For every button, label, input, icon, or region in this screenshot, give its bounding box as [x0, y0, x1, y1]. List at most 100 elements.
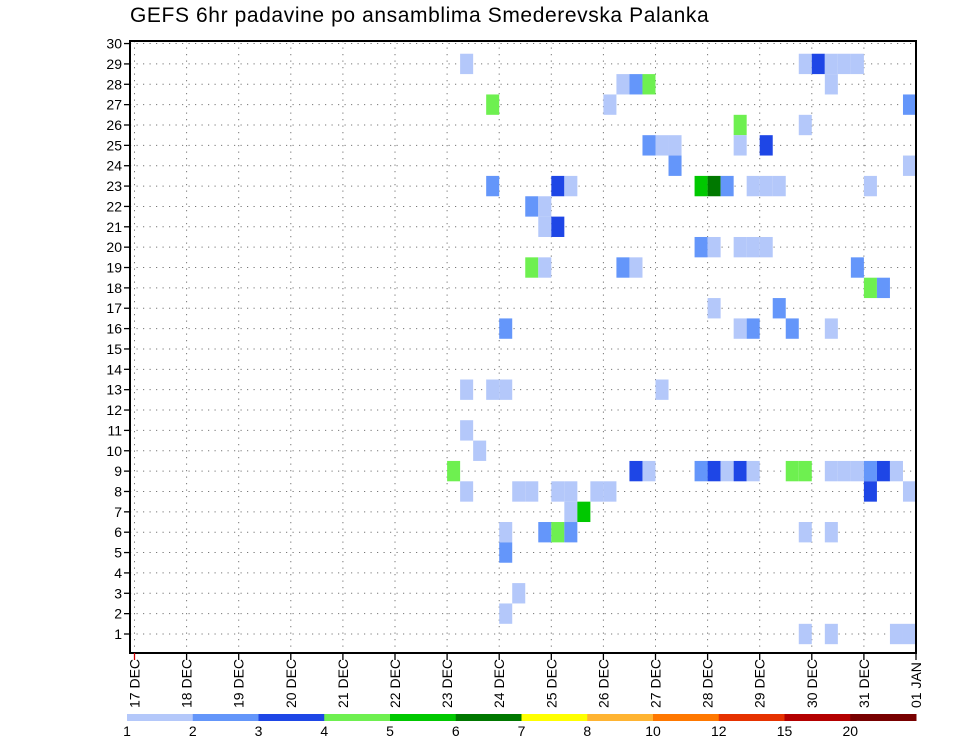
colorbar-legend: 1 2 3 4 5 6 7 8 10 12 15 20 — [123, 714, 917, 739]
y-tick-label: 6 — [114, 524, 122, 540]
precip-cell — [629, 74, 643, 95]
y-tick-label: 25 — [106, 137, 122, 153]
precip-cell — [499, 522, 513, 543]
precip-cell — [486, 175, 500, 197]
colorbar-swatch — [455, 714, 522, 721]
precip-cell — [707, 175, 721, 197]
precip-cell — [759, 135, 773, 156]
x-tick-label: 01 JAN — [908, 662, 924, 708]
y-tick-label: 17 — [106, 300, 122, 316]
precip-cell — [746, 236, 760, 258]
y-tick-label: 5 — [114, 545, 122, 561]
precip-cell — [460, 481, 474, 502]
precip-cell — [746, 175, 760, 197]
x-tick-label: 21 DEC — [335, 659, 351, 708]
y-tick-label: 26 — [106, 117, 122, 133]
y-tick-label: 2 — [114, 606, 122, 622]
colorbar-label: 2 — [189, 723, 197, 739]
x-tick-label: 28 DEC — [700, 659, 716, 708]
grid-lines — [130, 41, 917, 653]
precip-cell — [733, 114, 747, 136]
precip-cell — [850, 53, 864, 75]
precip-cell — [551, 175, 565, 197]
precip-cell — [525, 257, 539, 278]
precip-cell — [733, 135, 747, 156]
precip-cell — [863, 481, 877, 502]
y-tick-label: 11 — [107, 422, 122, 438]
y-tick-label: 19 — [106, 260, 122, 276]
precip-cell — [902, 623, 916, 645]
precip-cell — [616, 257, 630, 278]
y-tick-label: 21 — [106, 219, 122, 235]
colorbar-label: 6 — [452, 723, 460, 739]
colorbar-label: 3 — [255, 723, 263, 739]
precip-cell — [655, 379, 669, 400]
colorbar-label: 4 — [320, 723, 328, 739]
precip-cell — [759, 175, 773, 197]
precip-cell — [642, 74, 656, 95]
y-tick-label: 4 — [114, 565, 122, 581]
y-tick-label: 14 — [106, 361, 122, 377]
precip-cell — [538, 216, 552, 237]
precip-cell — [902, 481, 916, 502]
y-tick-label: 20 — [106, 239, 122, 255]
precip-cell — [824, 318, 838, 339]
precip-cell — [590, 481, 604, 502]
precip-cell — [746, 318, 760, 339]
precip-cell — [525, 196, 539, 217]
precip-cell — [447, 460, 461, 482]
precip-cell — [733, 318, 747, 339]
precip-cell — [824, 460, 838, 482]
y-tick-label: 1 — [114, 626, 122, 642]
precip-cell — [811, 53, 825, 75]
x-tick-label: 30 DEC — [804, 659, 820, 708]
precip-cell — [707, 298, 721, 319]
y-tick-label: 7 — [114, 504, 122, 520]
x-tick-label: 20 DEC — [283, 659, 299, 708]
precip-cell — [629, 257, 643, 278]
precip-cell — [538, 257, 552, 278]
precip-cell — [577, 501, 591, 523]
precip-cell — [564, 522, 578, 543]
precip-cell — [460, 420, 474, 441]
precip-cell — [733, 236, 747, 258]
y-tick-label: 3 — [114, 585, 122, 601]
precip-cell — [564, 481, 578, 502]
y-tick-label: 27 — [106, 97, 122, 113]
precip-cell — [642, 460, 656, 482]
precip-cell — [889, 460, 903, 482]
precip-cell — [850, 257, 864, 278]
precip-cell — [551, 481, 565, 502]
precip-cell — [746, 460, 760, 482]
precip-cell — [876, 460, 890, 482]
precip-cell — [668, 155, 682, 176]
y-tick-label: 22 — [106, 198, 122, 214]
colorbar-swatch — [192, 714, 259, 721]
precip-cell — [707, 460, 721, 482]
x-tick-label: 23 DEC — [439, 659, 455, 708]
x-tick-label: 22 DEC — [387, 659, 403, 708]
precip-cell — [629, 460, 643, 482]
precip-cell — [551, 216, 565, 237]
precip-cell — [694, 175, 708, 197]
y-tick-label: 13 — [106, 382, 122, 398]
precip-cell — [902, 94, 916, 115]
x-tick-label: 24 DEC — [491, 659, 507, 708]
precip-cell — [720, 175, 734, 197]
precip-cell — [642, 135, 656, 156]
precip-cell — [655, 135, 669, 156]
y-tick-label: 18 — [106, 280, 122, 296]
precip-cell — [499, 603, 513, 624]
chart-title: GEFS 6hr padavine po ansamblima Smederev… — [130, 4, 710, 27]
y-axis: 1234567891011121314151617181920212223242… — [106, 36, 130, 642]
y-tick-label: 24 — [106, 158, 122, 174]
colorbar-swatch — [784, 714, 851, 721]
precip-cell — [616, 74, 630, 95]
precip-cell — [720, 460, 734, 482]
colorbar-swatch — [653, 714, 720, 721]
precip-cell — [824, 623, 838, 645]
precip-cell — [772, 298, 786, 319]
y-tick-label: 30 — [106, 36, 122, 52]
precip-cell — [798, 522, 812, 543]
